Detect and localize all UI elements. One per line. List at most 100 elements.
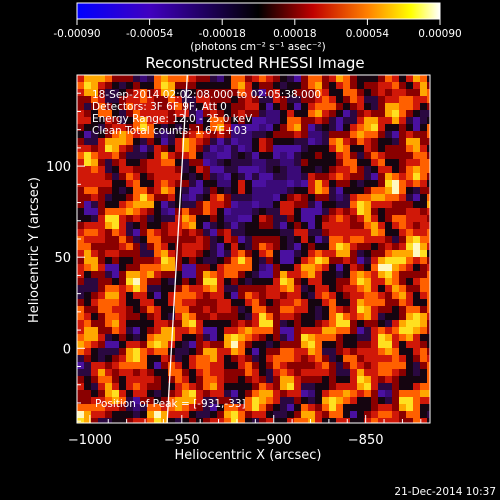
heatmap-cell	[266, 264, 273, 271]
heatmap-cell	[364, 75, 371, 82]
heatmap-cell	[140, 278, 147, 285]
heatmap-cell	[357, 152, 364, 159]
heatmap-cell	[112, 138, 119, 145]
heatmap-cell	[329, 285, 336, 292]
heatmap-cell	[140, 383, 147, 390]
heatmap-cell	[343, 278, 350, 285]
heatmap-cell	[392, 327, 399, 334]
heatmap-cell	[301, 264, 308, 271]
heatmap-cell	[231, 89, 238, 96]
heatmap-cell	[245, 376, 252, 383]
heatmap-cell	[154, 215, 161, 222]
heatmap-cell	[112, 236, 119, 243]
heatmap-cell	[385, 117, 392, 124]
heatmap-cell	[336, 243, 343, 250]
heatmap-cell	[154, 131, 161, 138]
heatmap-cell	[420, 173, 427, 180]
heatmap-cell	[238, 152, 245, 159]
heatmap-cell	[210, 411, 217, 418]
heatmap-cell	[203, 152, 210, 159]
heatmap-cell	[196, 159, 203, 166]
heatmap-cell	[378, 152, 385, 159]
heatmap-cell	[175, 117, 182, 124]
heatmap-cell	[210, 250, 217, 257]
heatmap-cell	[182, 131, 189, 138]
heatmap-cell	[126, 285, 133, 292]
heatmap-cell	[427, 292, 430, 299]
heatmap-cell	[224, 334, 231, 341]
heatmap-cell	[427, 271, 430, 278]
heatmap-cell	[133, 124, 140, 131]
heatmap-cell	[280, 138, 287, 145]
heatmap-cell	[350, 250, 357, 257]
heatmap-cell	[399, 152, 406, 159]
heatmap-cell	[252, 376, 259, 383]
heatmap-cell	[343, 383, 350, 390]
heatmap-cell	[413, 278, 420, 285]
heatmap-cell	[175, 250, 182, 257]
heatmap-cell	[385, 411, 392, 418]
heatmap-cell	[343, 313, 350, 320]
heatmap-cell	[308, 194, 315, 201]
heatmap-cell	[210, 215, 217, 222]
heatmap-cell	[189, 243, 196, 250]
heatmap-cell	[287, 404, 294, 411]
heatmap-cell	[231, 117, 238, 124]
heatmap-cell	[147, 250, 154, 257]
heatmap-cell	[140, 257, 147, 264]
heatmap-cell	[336, 369, 343, 376]
heatmap-cell	[84, 89, 91, 96]
heatmap-cell	[196, 411, 203, 418]
heatmap-cell	[322, 194, 329, 201]
heatmap-cell	[336, 82, 343, 89]
heatmap-cell	[343, 166, 350, 173]
heatmap-cell	[77, 341, 84, 348]
heatmap-cell	[413, 418, 420, 423]
heatmap-cell	[175, 208, 182, 215]
heatmap-cell	[301, 271, 308, 278]
heatmap-cell	[161, 264, 168, 271]
heatmap-cell	[98, 348, 105, 355]
heatmap-cell	[196, 215, 203, 222]
heatmap-cell	[329, 201, 336, 208]
heatmap-cell	[357, 166, 364, 173]
heatmap-cell	[378, 397, 385, 404]
heatmap-cell	[119, 110, 126, 117]
heatmap-cell	[280, 159, 287, 166]
heatmap-cell	[84, 390, 91, 397]
heatmap-cell	[385, 103, 392, 110]
heatmap-cell	[315, 229, 322, 236]
heatmap-cell	[420, 159, 427, 166]
heatmap-cell	[294, 264, 301, 271]
heatmap-cell	[364, 124, 371, 131]
heatmap-cell	[147, 243, 154, 250]
heatmap-cell	[217, 397, 224, 404]
heatmap-cell	[329, 166, 336, 173]
heatmap-cell	[315, 390, 322, 397]
heatmap-cell	[84, 159, 91, 166]
heatmap-cell	[392, 103, 399, 110]
heatmap-cell	[427, 173, 430, 180]
heatmap-cell	[98, 271, 105, 278]
heatmap-cell	[280, 418, 287, 423]
heatmap-cell	[252, 180, 259, 187]
heatmap-cell	[245, 103, 252, 110]
heatmap-cell	[350, 103, 357, 110]
heatmap-cell	[385, 292, 392, 299]
heatmap-cell	[147, 215, 154, 222]
heatmap-cell	[301, 117, 308, 124]
heatmap-cell	[210, 173, 217, 180]
solar-limb-line	[166, 75, 188, 423]
heatmap-cell	[126, 271, 133, 278]
heatmap-cell	[350, 159, 357, 166]
heatmap-cell	[203, 306, 210, 313]
heatmap-cell	[350, 75, 357, 82]
heatmap-cell	[77, 271, 84, 278]
heatmap-cell	[315, 404, 322, 411]
heatmap-cell	[378, 124, 385, 131]
heatmap-cell	[217, 320, 224, 327]
heatmap-cell	[161, 250, 168, 257]
heatmap-cell	[294, 236, 301, 243]
heatmap-cell	[126, 201, 133, 208]
heatmap-cell	[315, 152, 322, 159]
